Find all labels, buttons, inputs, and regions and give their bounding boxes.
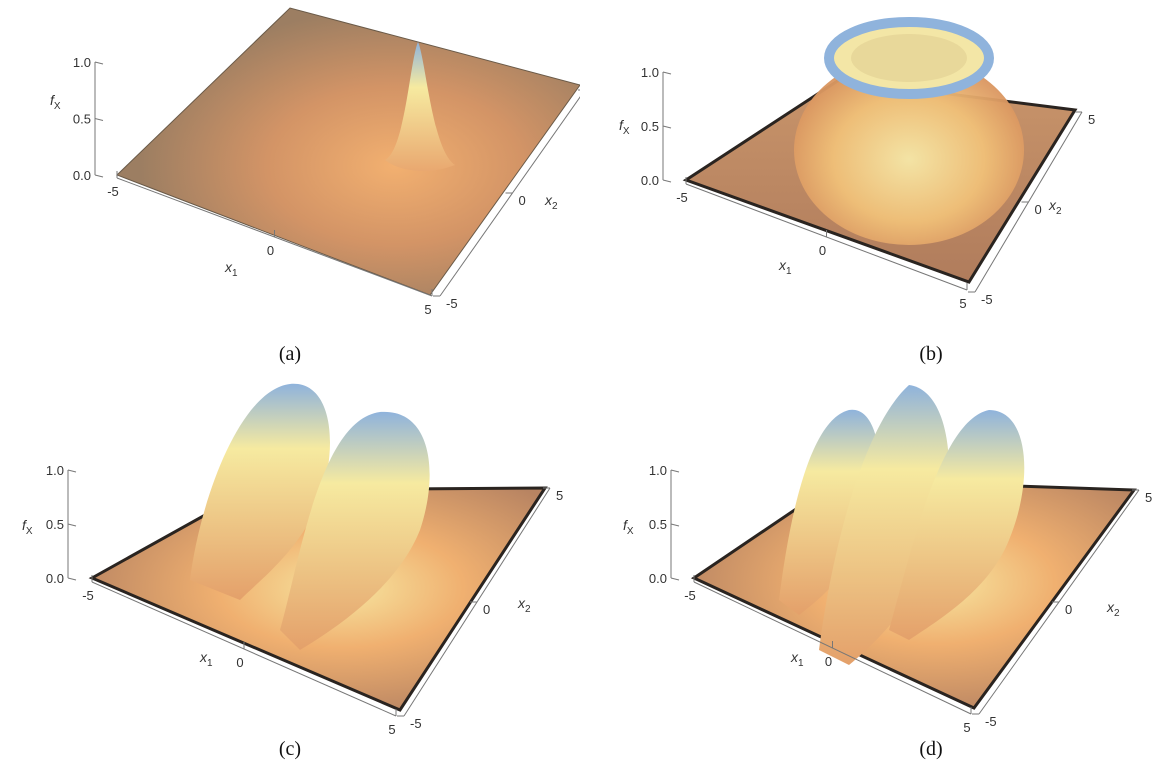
z-tick-mark [94,174,104,178]
z-axis-label: fX [619,117,630,137]
surface-lobe-right [280,411,430,650]
z-tick-mark [67,523,77,527]
surface-peak [385,42,455,172]
z-tick-mark [662,179,672,183]
z-axis-label: fX [22,517,33,537]
surface-svg-d: 0.0 0.5 1.0 -5 0 5 5 0 -5 fX x1 x2 (d) [623,385,1152,760]
z-tick-label: 1.0 [641,65,659,80]
x1-tick-label: 0 [267,243,274,258]
x2-tick-label: 0 [1035,202,1042,217]
surface-ring-hole [851,34,967,82]
x2-tick-label: -5 [981,292,993,307]
surface-plot-d: 0.0 0.5 1.0 -5 0 5 5 0 -5 fX x1 x2 (d) [579,380,1159,769]
surface-ring-body [794,55,1024,245]
z-tick-label: 0.5 [73,112,91,127]
z-axis-label: fX [623,517,634,537]
z-tick-label: 0.0 [46,571,64,586]
x2-tick-label: 5 [1088,112,1095,127]
x2-tick-label: -5 [446,296,458,311]
z-tick-label: 0.0 [641,173,659,188]
z-axis-label: fX [50,92,61,112]
surface-lobe-2 [819,385,949,665]
surface-lobe-left [190,383,330,600]
x1-tick-label: 0 [236,655,243,670]
x2-axis-label: x2 [517,595,531,615]
x2-axis-label: x2 [1106,599,1120,619]
z-tick-mark [94,61,104,65]
z-tick-mark [67,469,77,473]
x2-tick-label: 5 [556,488,563,503]
x1-tick-label: 5 [424,302,431,317]
z-tick-mark [94,118,104,121]
z-tick-label: 1.0 [46,463,64,478]
surface-svg-b: 0.0 0.5 1.0 -5 0 5 5 0 -5 fX x1 x2 (b) [619,17,1095,365]
x1-tick-label: 5 [388,722,395,737]
z-tick-mark [670,577,680,581]
x1-tick-label: 5 [963,720,970,735]
surface-svg-c: 0.0 0.5 1.0 -5 0 5 5 0 -5 fX x1 x2 (c) [22,383,563,760]
z-tick-label: 1.0 [649,463,667,478]
panel-caption: (c) [279,738,301,760]
x1-axis-label: x1 [199,649,213,669]
z-tick-mark [67,577,77,581]
x1-tick-label: 0 [825,654,832,669]
z-tick-label: 0.5 [649,517,667,532]
z-tick-label: 0.5 [46,517,64,532]
x1-tick-label: -5 [82,588,94,603]
panel-caption: (d) [919,738,942,760]
x2-tick-label: -5 [985,714,997,729]
x1-tick-label: 5 [959,296,966,311]
z-tick-mark [670,469,680,473]
x1-tick-label: -5 [107,184,119,199]
z-tick-label: 0.5 [641,119,659,134]
x2-axis-label: x2 [1048,197,1062,217]
z-tick-label: 0.0 [73,168,91,183]
z-tick-mark [662,71,672,75]
x2-tick-label: 0 [519,193,526,208]
surface-plot-c: 0.0 0.5 1.0 -5 0 5 5 0 -5 fX x1 x2 (c) [0,380,580,769]
surface-base [116,7,580,296]
surface-lobe-3 [889,410,1025,640]
z-tick-mark [662,125,672,129]
x1-axis-label: x1 [778,257,792,277]
z-tick-label: 1.0 [73,55,91,70]
panel-caption: (b) [919,343,942,365]
x1-axis-label: x1 [224,259,238,279]
x2-tick-label: 0 [483,602,490,617]
z-tick-mark [670,523,680,527]
x2-axis-label: x2 [544,192,558,212]
x1-tick-label: -5 [684,588,696,603]
surface-plot-b: 0.0 0.5 1.0 -5 0 5 5 0 -5 fX x1 x2 (b) [579,0,1159,389]
x1-tick-label: 0 [819,243,826,258]
surface-lobe-1 [779,409,880,615]
z-tick-label: 0.0 [649,571,667,586]
x2-tick-label: 5 [1145,490,1152,505]
x1-tick-label: -5 [676,190,688,205]
x2-tick-label: 0 [1065,602,1072,617]
x1-axis-label: x1 [790,649,804,669]
x2-tick-label: -5 [410,716,422,731]
panel-caption: (a) [279,343,301,365]
